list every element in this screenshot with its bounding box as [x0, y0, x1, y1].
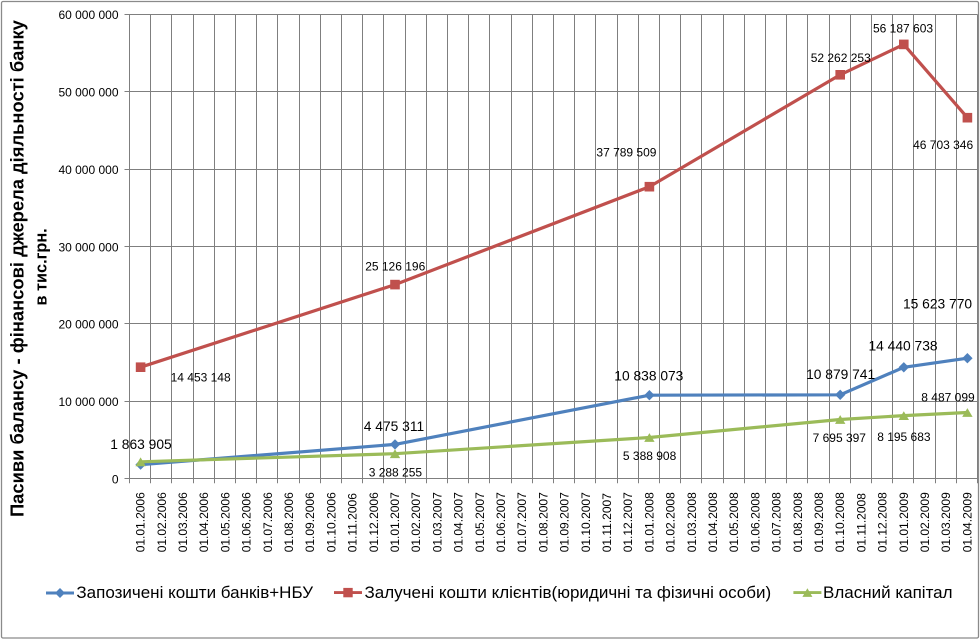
svg-text:10 879 741: 10 879 741: [806, 367, 875, 382]
svg-text:01.03.2006: 01.03.2006: [176, 492, 190, 552]
svg-text:01.08.2008: 01.08.2008: [791, 492, 805, 552]
svg-text:14 453 148: 14 453 148: [171, 370, 231, 384]
svg-text:25 126 196: 25 126 196: [365, 260, 425, 274]
svg-text:56 187 603: 56 187 603: [873, 22, 933, 36]
svg-text:01.12.2006: 01.12.2006: [367, 492, 381, 552]
svg-text:Власний капітал: Власний капітал: [823, 583, 953, 602]
svg-text:01.04.2006: 01.04.2006: [197, 492, 211, 552]
svg-text:52 262 253: 52 262 253: [811, 51, 871, 65]
svg-text:01.09.2007: 01.09.2007: [558, 492, 572, 552]
svg-text:01.01.2006: 01.01.2006: [134, 492, 148, 552]
svg-text:50 000 000: 50 000 000: [58, 86, 118, 100]
svg-text:01.06.2007: 01.06.2007: [494, 492, 508, 552]
svg-text:01.02.2007: 01.02.2007: [409, 492, 423, 552]
svg-text:Пасиви балансу - фінансові д: Пасиви балансу - фінансові джерела діяль…: [7, 19, 28, 517]
svg-text:01.09.2008: 01.09.2008: [812, 492, 826, 552]
svg-text:8 195 683: 8 195 683: [877, 430, 931, 444]
svg-text:60 000 000: 60 000 000: [58, 8, 118, 22]
svg-text:Запозичені кошти банків+НБУ: Запозичені кошти банків+НБУ: [76, 583, 313, 602]
svg-text:01.10.2008: 01.10.2008: [833, 492, 847, 552]
svg-text:01.02.2009: 01.02.2009: [918, 492, 932, 552]
svg-text:01.10.2006: 01.10.2006: [324, 492, 338, 552]
svg-text:01.09.2006: 01.09.2006: [303, 492, 317, 552]
svg-text:37 789 509: 37 789 509: [596, 146, 656, 160]
svg-text:01.02.2006: 01.02.2006: [155, 492, 169, 552]
svg-text:15 623 770: 15 623 770: [903, 296, 972, 311]
svg-text:01.11.2007: 01.11.2007: [600, 493, 614, 552]
svg-text:01.08.2007: 01.08.2007: [536, 492, 550, 552]
svg-text:10 000 000: 10 000 000: [58, 395, 118, 409]
svg-text:10 838 073: 10 838 073: [614, 368, 683, 383]
svg-text:в тис.грн.: в тис.грн.: [33, 228, 51, 305]
svg-text:01.03.2008: 01.03.2008: [685, 492, 699, 552]
svg-text:01.05.2006: 01.05.2006: [218, 492, 232, 552]
svg-text:01.05.2008: 01.05.2008: [727, 492, 741, 552]
svg-text:01.03.2007: 01.03.2007: [430, 492, 444, 552]
svg-text:3 288 255: 3 288 255: [369, 466, 423, 480]
svg-text:5 388 908: 5 388 908: [623, 449, 677, 463]
svg-text:0: 0: [112, 472, 119, 486]
svg-text:01.05.2007: 01.05.2007: [473, 492, 487, 552]
svg-text:7 695 397: 7 695 397: [813, 431, 867, 445]
svg-text:01.06.2006: 01.06.2006: [240, 492, 254, 552]
svg-text:01.01.2007: 01.01.2007: [388, 492, 402, 552]
svg-text:01.06.2008: 01.06.2008: [748, 492, 762, 552]
svg-text:4 475 311: 4 475 311: [364, 419, 424, 434]
svg-text:01.07.2007: 01.07.2007: [515, 492, 529, 552]
svg-text:30 000 000: 30 000 000: [58, 240, 118, 254]
svg-text:Залучені кошти клієнтів(юридич: Залучені кошти клієнтів(юридичні та фізи…: [365, 583, 772, 602]
svg-text:01.10.2007: 01.10.2007: [579, 492, 593, 552]
svg-text:20 000 000: 20 000 000: [58, 318, 118, 332]
svg-text:01.04.2008: 01.04.2008: [706, 492, 720, 552]
svg-text:46 703 346: 46 703 346: [913, 138, 973, 152]
svg-text:40 000 000: 40 000 000: [58, 163, 118, 177]
svg-text:01.01.2009: 01.01.2009: [897, 492, 911, 552]
svg-text:01.03.2009: 01.03.2009: [939, 492, 953, 552]
svg-text:01.01.2008: 01.01.2008: [642, 492, 656, 552]
svg-text:01.07.2006: 01.07.2006: [261, 492, 275, 552]
svg-text:01.07.2008: 01.07.2008: [770, 492, 784, 552]
svg-text:01.12.2007: 01.12.2007: [621, 492, 635, 552]
svg-text:8 487 099: 8 487 099: [921, 391, 975, 405]
svg-text:01.11.2008: 01.11.2008: [854, 493, 868, 552]
svg-text:01.12.2008: 01.12.2008: [876, 492, 890, 552]
svg-text:1 863 905: 1 863 905: [110, 437, 172, 452]
svg-text:01.04.2007: 01.04.2007: [452, 492, 466, 552]
svg-text:01.04.2009: 01.04.2009: [960, 492, 974, 552]
svg-text:14 440 738: 14 440 738: [869, 338, 938, 353]
svg-text:01.11.2006: 01.11.2006: [346, 493, 360, 552]
svg-text:01.02.2008: 01.02.2008: [664, 492, 678, 552]
svg-text:01.08.2006: 01.08.2006: [282, 492, 296, 552]
